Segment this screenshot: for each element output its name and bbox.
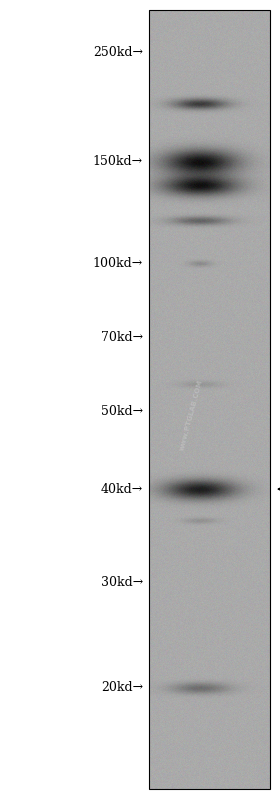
Text: www.PTGLAB.COM: www.PTGLAB.COM bbox=[179, 379, 204, 451]
Text: 30kd→: 30kd→ bbox=[101, 576, 143, 589]
Bar bbox=[149, 10, 270, 789]
Text: 70kd→: 70kd→ bbox=[101, 331, 143, 344]
Text: 50kd→: 50kd→ bbox=[101, 404, 143, 418]
Text: 100kd→: 100kd→ bbox=[93, 256, 143, 270]
Text: 40kd→: 40kd→ bbox=[101, 483, 143, 495]
Text: 150kd→: 150kd→ bbox=[93, 155, 143, 169]
Text: 250kd→: 250kd→ bbox=[93, 46, 143, 59]
Text: 20kd→: 20kd→ bbox=[101, 682, 143, 694]
